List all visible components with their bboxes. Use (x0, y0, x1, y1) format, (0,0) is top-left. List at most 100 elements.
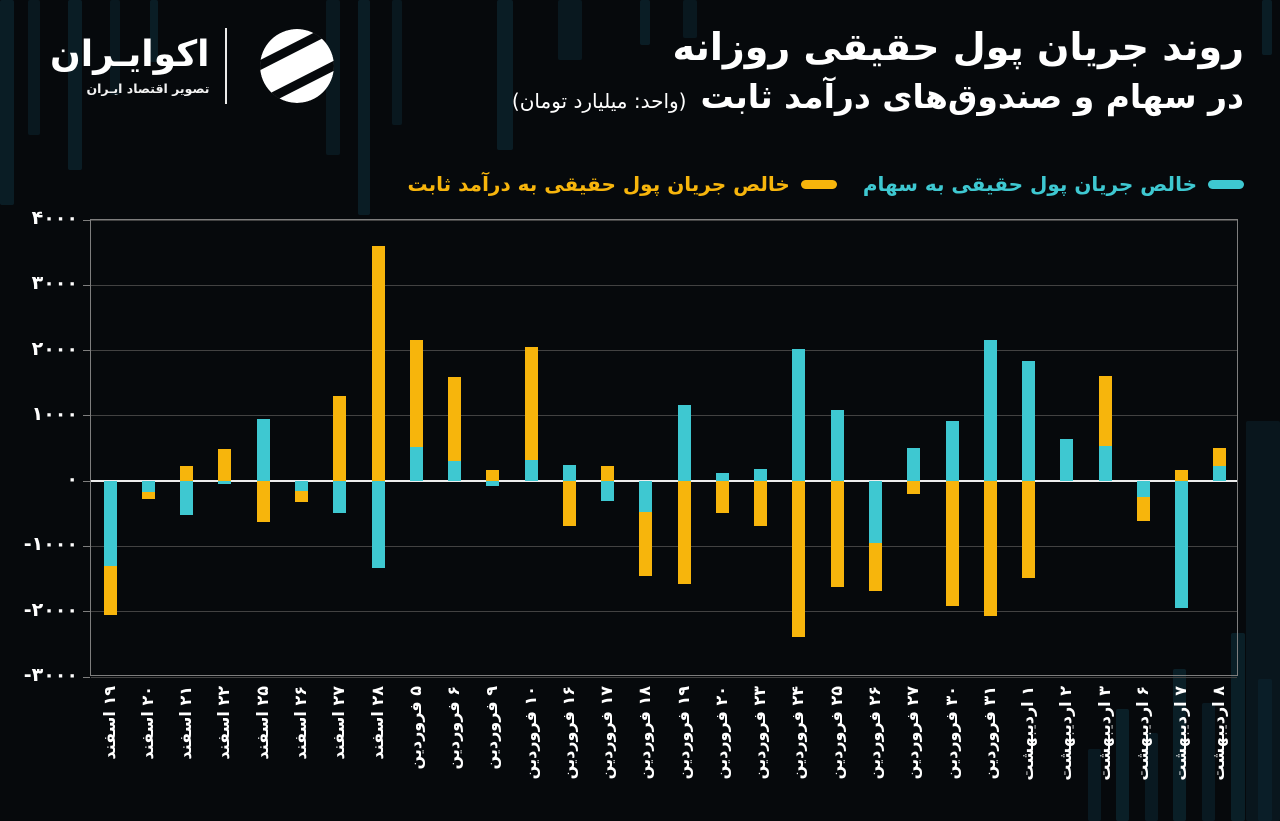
y-axis-tick-label: -۱۰۰۰ (23, 533, 78, 556)
x-axis-tick-label: ۱۰ فروردین (520, 686, 540, 780)
bar-segment-stocks (868, 481, 882, 544)
bar-segment-stocks (830, 409, 844, 482)
x-axis-tick-label: ۱۹ اسفند (99, 686, 119, 760)
x-axis-tick-label: ۹ فروردین (482, 686, 502, 770)
x-axis-tick-label: ۲ اردیبهشت (1056, 686, 1076, 781)
bar-segment-fixed-income (141, 491, 155, 500)
bar-segment-fixed-income (983, 481, 997, 616)
x-axis-tick-label: ۲۰ اسفند (137, 686, 157, 760)
x-axis-tick-label: ۲۰ فروردین (711, 686, 731, 780)
x-axis-tick-label: ۳۰ فروردین (941, 686, 961, 780)
bar-segment-stocks (601, 481, 615, 501)
gridline (91, 415, 1237, 417)
bar-segment-fixed-income (409, 340, 423, 448)
bar-segment-fixed-income (1136, 496, 1150, 521)
bar-segment-stocks (945, 421, 959, 482)
legend-dash-fixed-income-icon (800, 179, 837, 189)
bar-segment-fixed-income (1098, 376, 1112, 447)
bar-segment-stocks (1136, 481, 1150, 497)
background-bar (497, 0, 513, 150)
bar-segment-stocks (256, 419, 270, 482)
bar-segment-fixed-income (256, 481, 270, 522)
bar-segment-fixed-income (1175, 470, 1189, 482)
y-tick-mark (83, 480, 90, 482)
y-tick-mark (83, 415, 90, 417)
x-axis-tick-label: ۲۶ فروردین (864, 686, 884, 780)
bar-segment-fixed-income (180, 466, 194, 482)
y-tick-mark (83, 350, 90, 352)
bar-segment-fixed-income (103, 566, 117, 615)
bar-segment-stocks (180, 481, 194, 516)
x-axis-tick-label: ۲۳ فروردین (750, 686, 770, 780)
y-tick-mark (83, 284, 90, 286)
bar-segment-fixed-income (868, 543, 882, 592)
background-bar (683, 0, 697, 38)
bar-segment-stocks (1213, 466, 1227, 482)
background-bar (558, 0, 582, 60)
bar-segment-fixed-income (907, 481, 921, 495)
brand-text: اکوایـران تصویر اقتصاد ایـران (50, 36, 225, 96)
x-axis-tick-label: ۲۴ فروردین (788, 686, 808, 780)
x-axis-tick-label: ۶ فروردین (444, 686, 464, 770)
x-axis-tick-label: ۱۶ فروردین (558, 686, 578, 780)
bar-segment-fixed-income (601, 466, 615, 482)
gridline (91, 284, 1237, 286)
bar-segment-fixed-income (639, 511, 653, 577)
bar-segment-fixed-income (333, 396, 347, 482)
bar-segment-stocks (1098, 446, 1112, 482)
bar-segment-stocks (524, 459, 538, 482)
background-bar (1173, 669, 1186, 821)
bar-segment-stocks (754, 469, 768, 482)
x-axis-tick-label: ۲۶ اسفند (290, 686, 310, 760)
bar-segment-fixed-income (524, 346, 538, 460)
bar-segment-stocks (486, 481, 500, 487)
background-bar (1202, 703, 1215, 821)
x-axis-tick-label: ۲۷ فروردین (903, 686, 923, 780)
background-bar (110, 0, 120, 95)
background-bar (1262, 0, 1272, 55)
background-bar (1116, 709, 1129, 821)
bar-segment-stocks (1175, 481, 1189, 608)
background-bar (326, 0, 340, 155)
bar-segment-fixed-income (677, 481, 691, 584)
x-axis-tick-label: ۳۱ فروردین (979, 686, 999, 780)
bar-segment-stocks (1022, 361, 1036, 482)
bar-segment-stocks (333, 481, 347, 514)
bar-segment-stocks (907, 447, 921, 482)
bar-segment-fixed-income (486, 469, 500, 482)
bar-segment-stocks (792, 348, 806, 482)
brand-tagline: تصویر اقتصاد ایـران (86, 80, 210, 96)
bar-segment-fixed-income (448, 376, 462, 461)
x-axis-tick-label: ۳ اردیبهشت (1094, 686, 1114, 781)
x-axis-tick-label: ۷ اردیبهشت (1171, 686, 1191, 781)
unit-note: (واحد: میلیارد تومان) (511, 88, 687, 113)
background-bar (0, 0, 14, 205)
bar-segment-stocks (141, 481, 155, 492)
bar-segment-stocks (1060, 439, 1074, 482)
x-axis-tick-label: ۵ فروردین (405, 686, 425, 770)
ecoiran-logo-icon (260, 29, 335, 103)
bar-segment-fixed-income (1022, 481, 1036, 578)
y-axis-tick-label: ۲۰۰۰ (31, 337, 78, 360)
background-bar (1145, 733, 1158, 821)
y-axis-tick-label: ۱۰۰۰ (31, 402, 78, 425)
background-bar (28, 0, 40, 135)
y-axis-tick-label: ۳۰۰۰ (31, 272, 78, 295)
chart-title-line1: روند جریان پول حقیقی روزانه (672, 25, 1244, 69)
bar-segment-fixed-income (371, 246, 385, 482)
gridline (91, 676, 1237, 678)
background-bar (150, 0, 158, 62)
y-tick-mark (83, 219, 90, 221)
y-axis-tick-label: ۰ (66, 468, 78, 491)
background-bar (1258, 679, 1272, 821)
bar-segment-stocks (677, 405, 691, 482)
y-axis-tick-label: -۲۰۰۰ (23, 598, 78, 621)
bar-segment-stocks (103, 481, 117, 566)
background-bar (68, 0, 82, 170)
bar-segment-fixed-income (830, 481, 844, 587)
x-axis-tick-label: ۱۹ فروردین (673, 686, 693, 780)
bar-segment-fixed-income (1213, 447, 1227, 467)
legend-label-stocks: خالص جریان پول حقیقی به سهام (862, 172, 1197, 196)
gridline (91, 219, 1237, 221)
background-bar (1231, 633, 1245, 821)
